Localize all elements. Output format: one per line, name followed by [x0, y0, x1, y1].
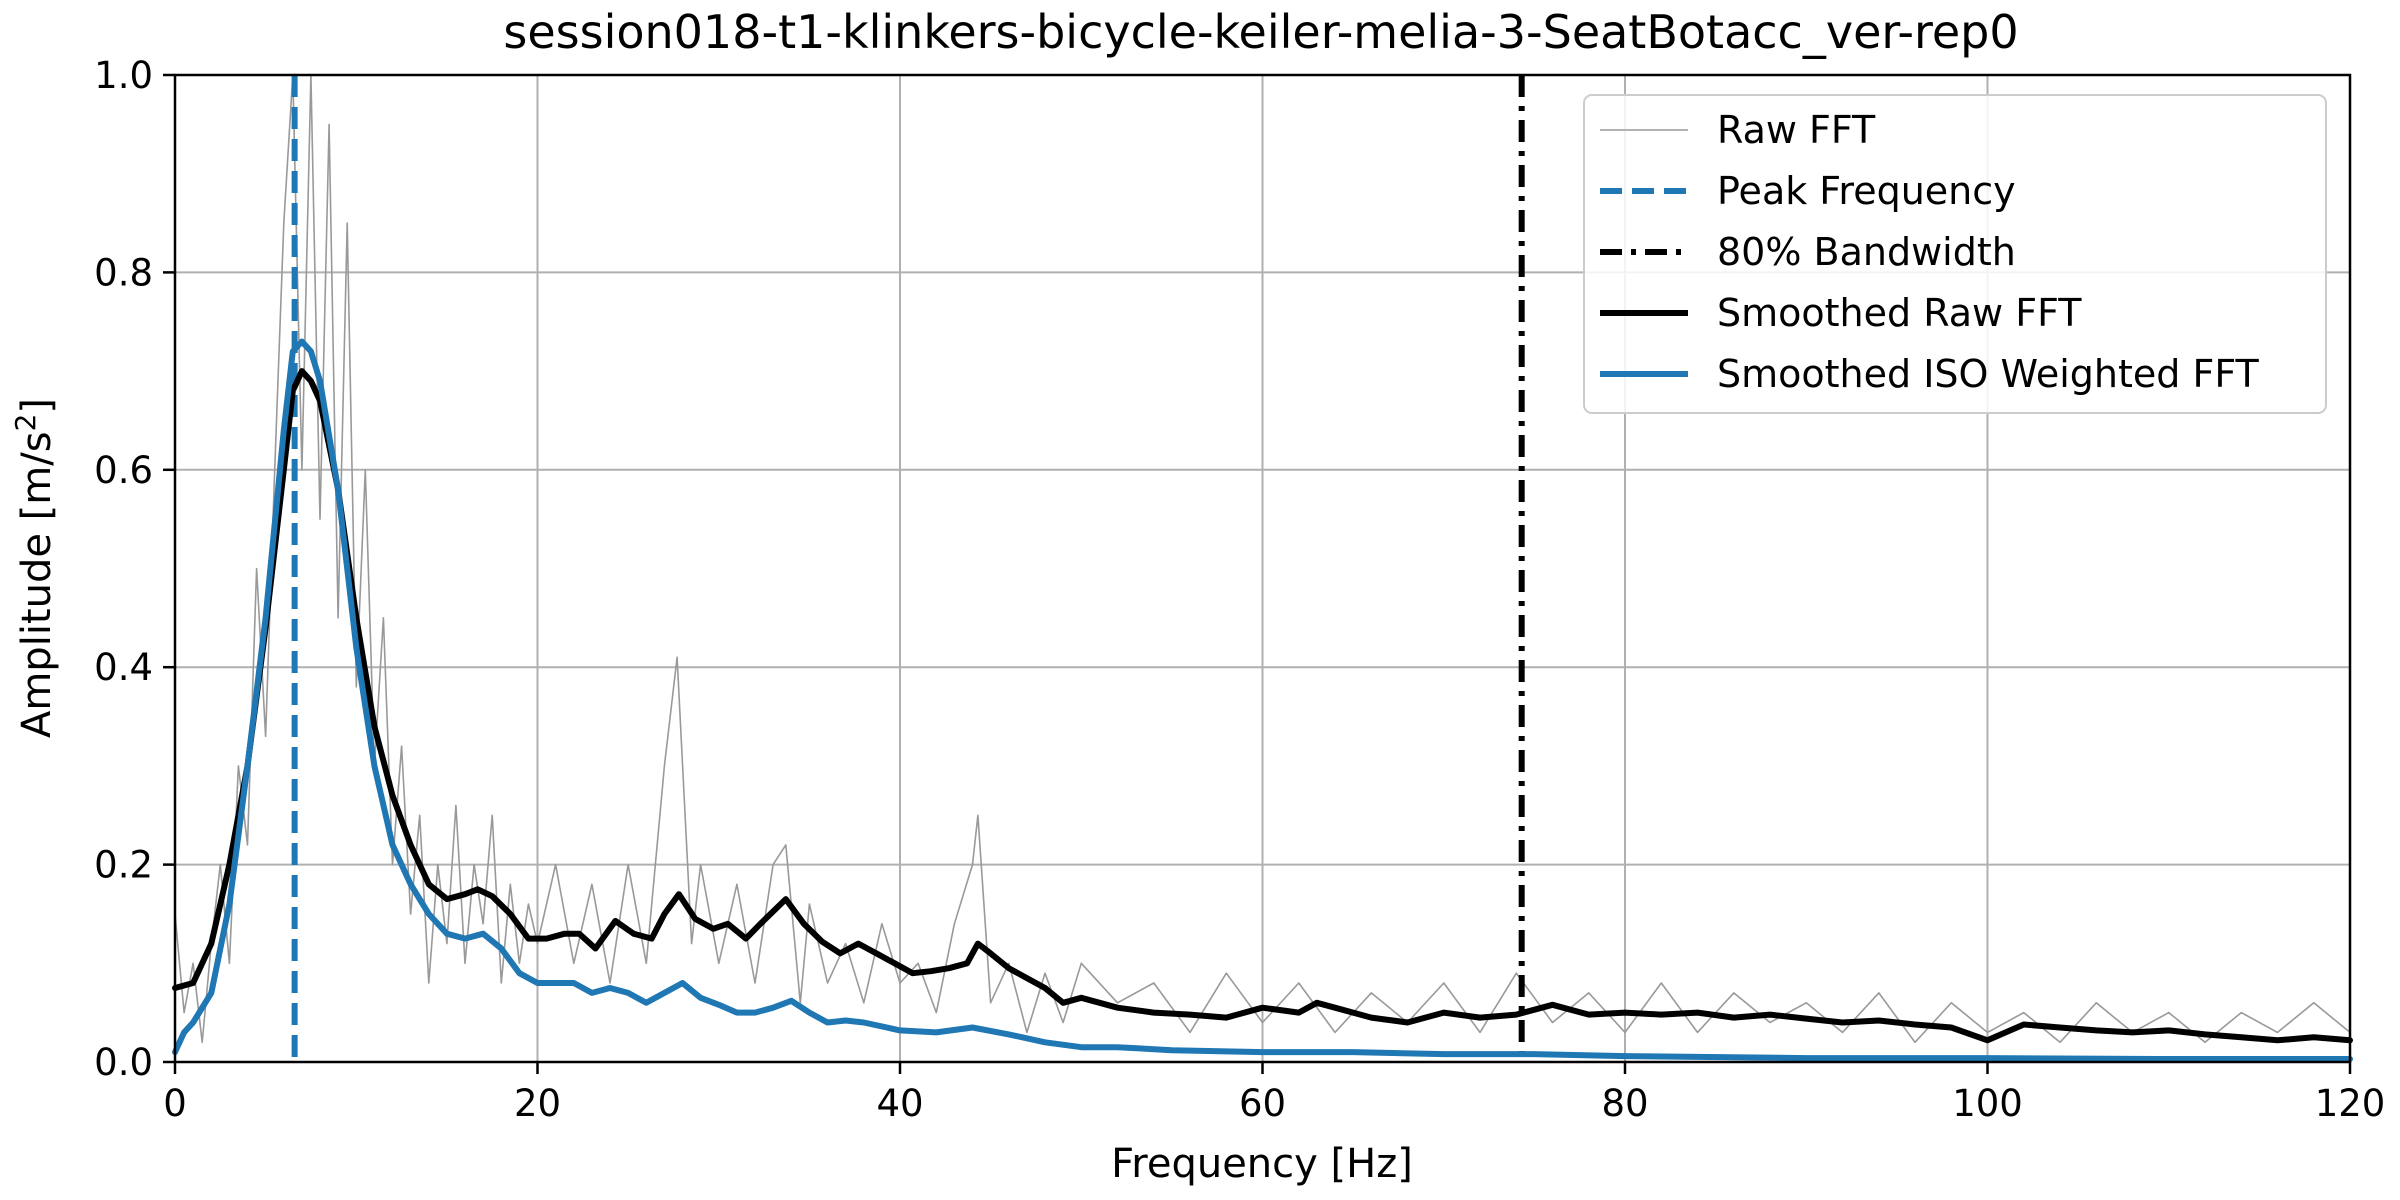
y-axis-label-main: Amplitude [m/s — [14, 431, 60, 738]
x-tick-label-4: 80 — [1601, 1082, 1648, 1125]
reference-lines — [291, 75, 1525, 1062]
series-line-1 — [172, 368, 2353, 1044]
legend-label-1: Peak Frequency — [1717, 169, 2016, 213]
legend-box — [1583, 94, 2327, 414]
y-tick-label-5: 1.0 — [94, 54, 153, 97]
y-axis-label-end: ] — [14, 398, 60, 414]
x-tick-label-1: 20 — [514, 1082, 561, 1125]
legend-label-2: 80% Bandwidth — [1717, 230, 2016, 274]
chart-title: session018-t1-klinkers-bicycle-keiler-me… — [503, 5, 2018, 59]
legend-label-3: Smoothed Raw FFT — [1717, 291, 2082, 335]
x-tick-label-6: 120 — [2315, 1082, 2386, 1125]
y-axis-ticks: 0.0 0.2 0.4 0.6 0.8 1.0 — [94, 54, 175, 1084]
x-tick-label-5: 100 — [1952, 1082, 2023, 1125]
y-axis-label-sup: 2 — [9, 414, 42, 432]
x-axis-ticks: 0 20 40 60 80 100 120 — [163, 1062, 2385, 1125]
x-tick-label-0: 0 — [163, 1082, 187, 1125]
series-line-0 — [174, 74, 2351, 1044]
x-tick-label-2: 40 — [876, 1082, 923, 1125]
y-tick-label-0: 0.0 — [94, 1041, 153, 1084]
legend: Raw FFT Peak Frequency 80% Bandwidth Smooth… — [1583, 94, 2327, 414]
legend-label-0: Raw FFT — [1717, 108, 1876, 152]
series-line-2 — [172, 338, 2353, 1062]
y-tick-label-4: 0.8 — [94, 251, 153, 294]
x-axis-label: Frequency [Hz] — [1111, 1141, 1413, 1187]
y-tick-label-3: 0.6 — [94, 449, 153, 492]
x-tick-label-3: 60 — [1239, 1082, 1286, 1125]
raw-fft-series — [174, 74, 2351, 1044]
y-tick-label-1: 0.2 — [94, 844, 153, 887]
smoothed-series — [172, 338, 2353, 1062]
y-axis-label: Amplitude [m/s2] — [9, 398, 60, 738]
legend-label-4: Smoothed ISO Weighted FFT — [1717, 352, 2260, 396]
y-tick-label-2: 0.4 — [94, 646, 153, 689]
